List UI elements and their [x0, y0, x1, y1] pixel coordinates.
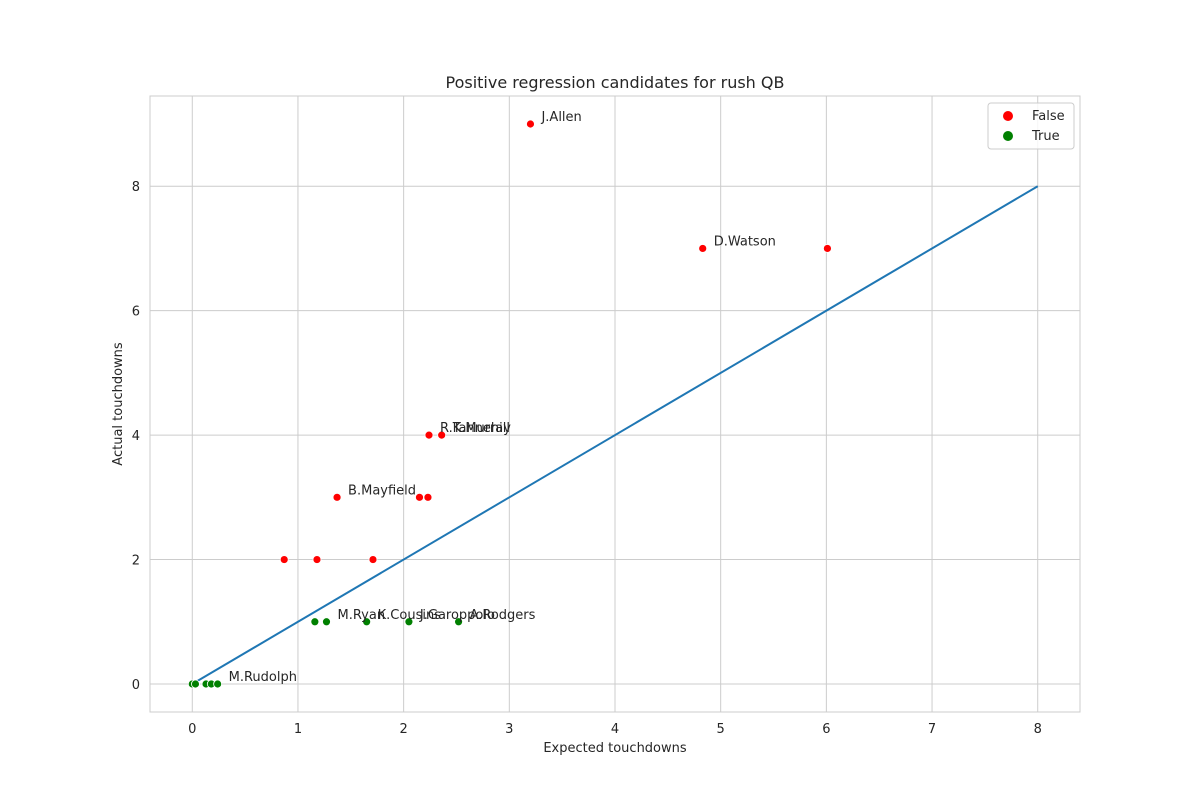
x-tick-label: 8	[1034, 722, 1042, 737]
point-label: M.Rudolph	[229, 670, 297, 685]
y-tick-label: 0	[132, 678, 140, 693]
data-point	[312, 555, 322, 564]
data-point	[213, 679, 223, 689]
x-axis-label: Expected touchdowns	[543, 741, 687, 756]
data-point	[437, 430, 447, 440]
point-label: K.Cousins	[378, 608, 442, 623]
data-point	[404, 617, 414, 627]
y-axis-label: Actual touchdowns	[111, 342, 126, 466]
data-point	[332, 492, 342, 502]
legend-label-true: True	[1031, 129, 1060, 144]
data-point	[415, 492, 424, 502]
point-label: R.Tannehill	[440, 421, 510, 436]
data-point	[823, 244, 832, 253]
legend-label-false: False	[1032, 109, 1065, 124]
x-tick-label: 5	[717, 722, 725, 737]
data-point	[191, 679, 200, 689]
legend-marker-true	[1003, 131, 1013, 141]
point-label: J.Garoppolo	[419, 608, 495, 623]
data-point	[368, 555, 378, 564]
x-tick-label: 1	[294, 722, 302, 737]
data-point	[310, 617, 320, 627]
reference-line	[191, 185, 1039, 685]
grid	[150, 96, 1080, 712]
y-tick-label: 2	[132, 554, 140, 569]
reference-line-layer	[191, 185, 1039, 685]
legend-marker-false	[1003, 111, 1013, 121]
point-label: K.Murray	[453, 421, 512, 436]
point-label: B.Mayfield	[348, 483, 416, 498]
x-tick-label: 6	[822, 722, 830, 737]
data-point	[454, 617, 463, 627]
data-point	[526, 119, 535, 129]
data-point	[362, 617, 372, 627]
y-tick-label: 8	[132, 180, 140, 195]
x-tick-label: 4	[611, 722, 619, 737]
data-point	[424, 430, 434, 440]
point-label: D.Watson	[714, 234, 776, 249]
chart-title: Positive regression candidates for rush …	[446, 73, 785, 92]
point-label: A.Rodgers	[470, 608, 536, 623]
x-tick-label: 2	[399, 722, 407, 737]
point-label: J.Allen	[540, 110, 581, 125]
data-point	[698, 244, 708, 253]
y-tick-label: 4	[132, 429, 140, 444]
data-point	[279, 555, 289, 564]
data-point	[322, 617, 331, 627]
data-point	[423, 492, 433, 502]
tick-labels: 0 1 2 3 4 5 6 7 8 0 2 4 6 8	[132, 180, 1042, 737]
points-layer	[187, 119, 832, 689]
x-tick-label: 0	[188, 722, 196, 737]
x-tick-label: 7	[928, 722, 936, 737]
point-label: M.Ryan	[337, 608, 385, 623]
legend: False True	[987, 102, 1075, 150]
x-tick-label: 3	[505, 722, 513, 737]
y-tick-label: 6	[132, 305, 140, 320]
plot-frame	[149, 95, 1081, 713]
